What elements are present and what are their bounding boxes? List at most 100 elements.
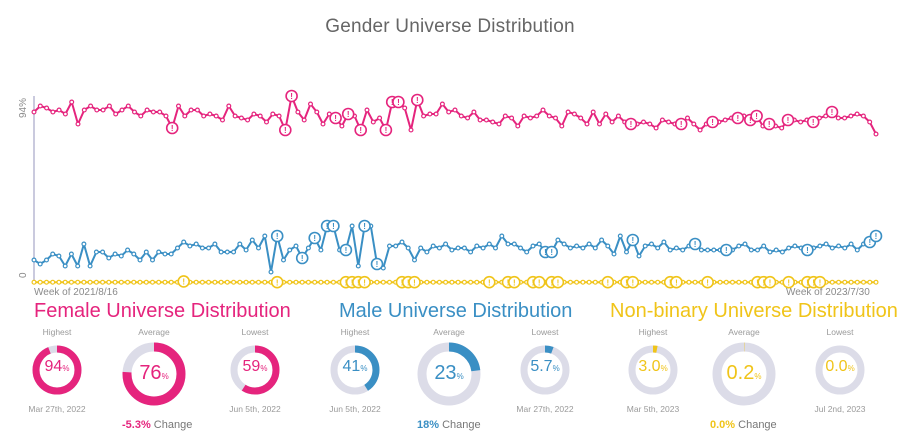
data-point[interactable]	[647, 121, 653, 127]
data-point[interactable]	[842, 245, 848, 251]
data-point[interactable]	[157, 109, 163, 115]
anomaly-marker[interactable]: !	[813, 275, 827, 289]
data-point[interactable]	[131, 251, 137, 257]
data-point[interactable]	[611, 251, 617, 257]
data-point[interactable]	[100, 279, 106, 285]
data-point[interactable]	[243, 279, 249, 285]
data-point[interactable]	[412, 257, 418, 263]
data-point[interactable]	[143, 279, 149, 285]
data-point[interactable]	[421, 113, 427, 119]
data-point[interactable]	[436, 279, 442, 285]
data-point[interactable]	[430, 279, 436, 285]
anomaly-marker[interactable]: !	[731, 111, 745, 125]
anomaly-marker[interactable]: !	[545, 245, 559, 259]
anomaly-marker[interactable]: !	[270, 229, 284, 243]
data-point[interactable]	[287, 247, 293, 253]
data-point[interactable]	[590, 109, 596, 115]
anomaly-marker[interactable]: !	[278, 123, 292, 137]
data-point[interactable]	[281, 257, 287, 263]
data-point[interactable]	[580, 279, 586, 285]
data-point[interactable]	[468, 249, 474, 255]
data-point[interactable]	[854, 247, 860, 253]
data-point[interactable]	[515, 123, 521, 129]
data-point[interactable]	[455, 245, 461, 251]
anomaly-marker[interactable]: !	[410, 93, 424, 107]
data-point[interactable]	[640, 119, 646, 125]
data-point[interactable]	[206, 245, 212, 251]
data-point[interactable]	[37, 279, 43, 285]
data-point[interactable]	[119, 107, 125, 113]
data-point[interactable]	[567, 279, 573, 285]
anomaly-marker[interactable]: !	[532, 275, 546, 289]
data-point[interactable]	[305, 279, 311, 285]
data-point[interactable]	[93, 249, 99, 255]
data-point[interactable]	[264, 119, 270, 125]
data-point[interactable]	[251, 111, 257, 117]
data-point[interactable]	[37, 261, 43, 267]
data-point[interactable]	[268, 269, 274, 275]
data-point[interactable]	[162, 279, 168, 285]
data-point[interactable]	[655, 279, 661, 285]
data-point[interactable]	[43, 257, 49, 263]
data-point[interactable]	[113, 111, 119, 117]
data-point[interactable]	[673, 245, 679, 251]
data-point[interactable]	[287, 279, 293, 285]
data-point[interactable]	[742, 279, 748, 285]
data-point[interactable]	[87, 279, 93, 285]
data-point[interactable]	[680, 247, 686, 253]
data-point[interactable]	[295, 109, 301, 115]
data-point[interactable]	[62, 279, 68, 285]
data-point[interactable]	[586, 241, 592, 247]
data-point[interactable]	[31, 257, 37, 263]
data-point[interactable]	[81, 107, 87, 113]
data-point[interactable]	[848, 241, 854, 247]
data-point[interactable]	[471, 109, 477, 115]
data-point[interactable]	[56, 279, 62, 285]
data-point[interactable]	[238, 115, 244, 121]
data-point[interactable]	[364, 107, 370, 113]
data-point[interactable]	[245, 117, 251, 123]
data-point[interactable]	[212, 241, 218, 247]
data-point[interactable]	[93, 279, 99, 285]
data-point[interactable]	[424, 279, 430, 285]
data-point[interactable]	[100, 249, 106, 255]
data-point[interactable]	[374, 279, 380, 285]
data-point[interactable]	[527, 115, 533, 121]
data-point[interactable]	[50, 251, 56, 257]
anomaly-marker[interactable]: !	[358, 275, 371, 289]
data-point[interactable]	[571, 111, 577, 117]
data-point[interactable]	[748, 247, 754, 253]
data-point[interactable]	[574, 243, 580, 249]
data-point[interactable]	[468, 279, 474, 285]
data-point[interactable]	[779, 249, 785, 255]
data-point[interactable]	[603, 111, 609, 117]
anomaly-marker[interactable]: !	[408, 275, 421, 289]
data-point[interactable]	[212, 279, 218, 285]
anomaly-marker[interactable]: !	[177, 275, 190, 288]
data-point[interactable]	[380, 279, 386, 285]
anomaly-marker[interactable]: !	[392, 95, 405, 109]
data-point[interactable]	[377, 115, 383, 121]
data-point[interactable]	[402, 105, 408, 111]
data-point[interactable]	[609, 119, 615, 125]
data-point[interactable]	[540, 107, 546, 113]
data-point[interactable]	[592, 279, 598, 285]
data-point[interactable]	[873, 131, 879, 137]
data-point[interactable]	[87, 263, 93, 269]
data-point[interactable]	[496, 121, 502, 127]
data-point[interactable]	[88, 103, 94, 109]
anomaly-marker[interactable]: !	[801, 243, 814, 257]
data-point[interactable]	[199, 245, 205, 251]
data-point[interactable]	[50, 109, 56, 115]
data-point[interactable]	[648, 241, 654, 247]
data-point[interactable]	[430, 243, 436, 249]
data-point[interactable]	[387, 243, 393, 249]
data-point[interactable]	[667, 247, 673, 253]
data-point[interactable]	[424, 249, 430, 255]
data-point[interactable]	[106, 279, 112, 285]
data-point[interactable]	[842, 115, 848, 121]
data-point[interactable]	[717, 279, 723, 285]
data-point[interactable]	[499, 233, 505, 239]
data-point[interactable]	[193, 279, 199, 285]
data-point[interactable]	[817, 243, 823, 249]
